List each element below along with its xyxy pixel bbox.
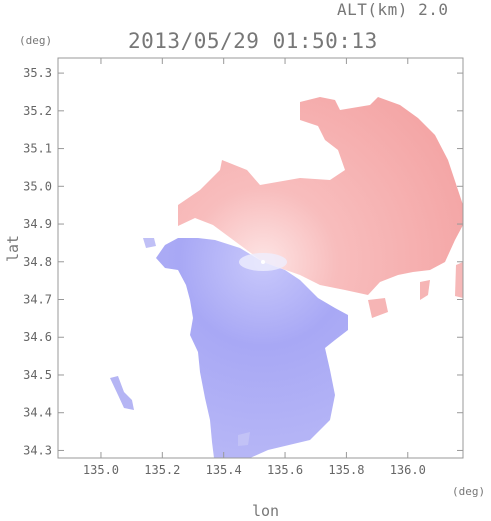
receding-echo-blob <box>455 262 463 298</box>
y-tick-label: 35.2 <box>23 104 52 118</box>
axis-ticks: 135.0 135.2 135.4 135.6 135.8 136.0 34.3 34.4 34… <box>23 58 463 477</box>
receding-echo-region <box>178 97 463 295</box>
altitude-label: ALT(km) 2.0 <box>337 0 449 19</box>
y-tick-label: 34.4 <box>23 406 52 420</box>
y-tick-label: 34.5 <box>23 368 52 382</box>
y-unit-label: (deg) <box>19 34 53 47</box>
x-unit-label: (deg) <box>452 485 486 498</box>
x-tick-label: 135.8 <box>328 463 364 477</box>
x-tick-label: 135.6 <box>267 463 303 477</box>
y-tick-label: 34.3 <box>23 443 52 457</box>
approaching-echo-blob <box>238 432 250 446</box>
x-tick-label: 136.0 <box>390 463 426 477</box>
receding-echo-blob <box>368 298 388 318</box>
approaching-echo-blob <box>110 376 134 410</box>
y-tick-label: 34.6 <box>23 330 52 344</box>
y-tick-label: 34.7 <box>23 293 52 307</box>
receding-echo-blob <box>420 280 430 300</box>
approaching-echo-region <box>156 238 348 458</box>
datetime-label: 2013/05/29 01:50:13 <box>128 29 378 53</box>
y-tick-label: 35.0 <box>23 179 52 193</box>
y-tick-label: 35.1 <box>23 142 52 156</box>
x-tick-label: 135.2 <box>144 463 180 477</box>
x-tick-label: 135.0 <box>83 463 119 477</box>
plot-frame <box>57 57 464 459</box>
y-tick-label: 34.9 <box>23 217 52 231</box>
x-tick-label: 135.4 <box>206 463 242 477</box>
approaching-echo-blob <box>143 238 156 248</box>
y-tick-label: 34.8 <box>23 255 52 269</box>
radar-site-marker <box>261 260 265 264</box>
x-axis-label: lon <box>252 502 280 520</box>
y-tick-label: 35.3 <box>23 66 52 80</box>
